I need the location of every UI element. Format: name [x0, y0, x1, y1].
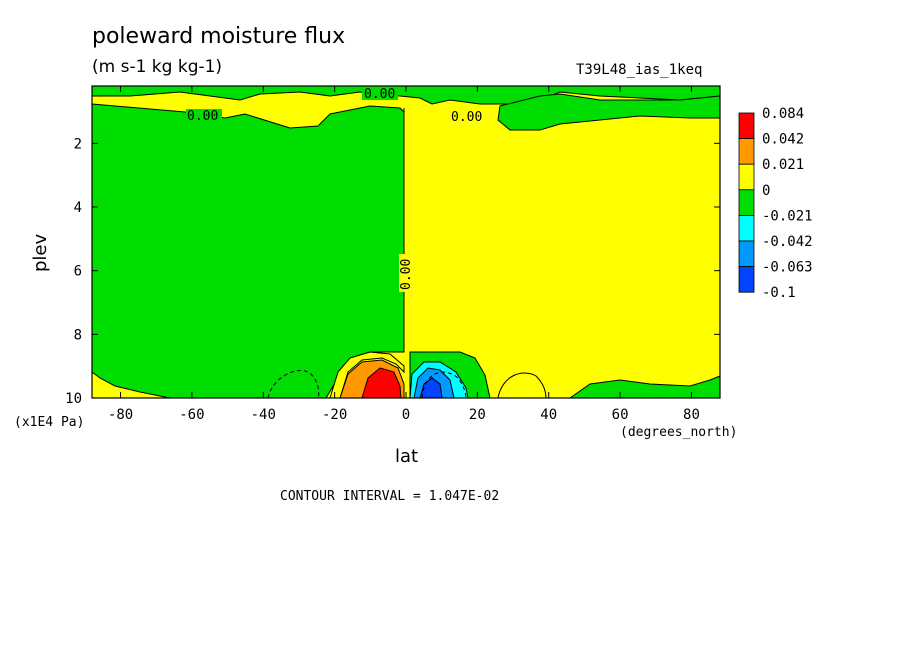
x-tick-label: -20 [322, 407, 347, 423]
legend-level-label: 0.021 [762, 157, 804, 173]
x-tick-label: -80 [108, 407, 133, 423]
solid-contour-nh [497, 372, 547, 399]
fill-green-nh-upper [497, 93, 721, 131]
x-tick-label: -60 [179, 407, 204, 423]
legend-level-label: -0.021 [762, 208, 813, 224]
fill-yellow-sh-edge [329, 351, 405, 399]
contour-label-4: 0.00 [399, 259, 414, 290]
x-tick-label: 40 [540, 407, 557, 423]
legend-level-label: 0.042 [762, 132, 804, 148]
y-axis-ticks: 2 4 6 8 10 [65, 136, 720, 407]
legend-swatch [738, 214, 755, 242]
y-tick-label: 4 [74, 200, 82, 216]
y-tick-label: 10 [65, 391, 82, 407]
chart-units: (m s-1 kg kg-1) [92, 57, 223, 77]
x-tick-label: 20 [469, 407, 486, 423]
colorbar-legend: 0.084 0.042 0.021 0 -0.021 -0.042 -0.063 -0.1 [738, 106, 813, 301]
y-axis-multiplier: (x1E4 Pa) [14, 415, 85, 430]
legend-swatch [738, 266, 755, 293]
legend-swatch [738, 138, 755, 165]
contour-label-3: 0.00 [451, 110, 482, 125]
run-label: T39L48_ias_1keq [576, 62, 703, 78]
legend-swatch [738, 189, 755, 216]
legend-swatch [738, 112, 755, 140]
x-axis-ticks: -80 -60 -40 -20 0 20 40 60 80 [108, 86, 700, 423]
fill-green-sh [91, 103, 405, 399]
legend-swatch [738, 163, 755, 191]
x-axis-label: lat [395, 446, 419, 467]
label-bg-3 [450, 110, 486, 122]
y-tick-label: 8 [74, 327, 82, 343]
legend-level-label: -0.1 [762, 285, 796, 301]
legend-level-label: -0.063 [762, 260, 813, 276]
contour-label-2: 0.00 [187, 109, 218, 124]
dashed-contour-nh [421, 371, 467, 399]
legend-level-label: -0.042 [762, 234, 813, 250]
label-bg-2 [186, 109, 222, 121]
contour-label-1: 0.00 [364, 87, 395, 102]
label-bg-1 [362, 88, 398, 100]
legend-level-label: 0.084 [762, 106, 804, 122]
y-tick-label: 6 [74, 264, 82, 280]
fill-green-top [91, 85, 721, 105]
label-bg-4 [399, 254, 413, 292]
dashed-contour-sh [267, 370, 320, 399]
x-tick-label: -40 [251, 407, 276, 423]
legend-swatch [738, 240, 755, 268]
filled-contours [91, 85, 721, 399]
x-axis-unit: (degrees_north) [620, 425, 738, 440]
chart-title: poleward moisture flux [92, 24, 346, 49]
contour-interval: CONTOUR INTERVAL = 1.047E-02 [280, 489, 500, 504]
legend-level-label: 0 [762, 183, 770, 199]
x-tick-label: 0 [402, 407, 410, 423]
x-tick-label: 80 [683, 407, 700, 423]
x-tick-label: 60 [612, 407, 629, 423]
y-tick-label: 2 [74, 136, 82, 152]
